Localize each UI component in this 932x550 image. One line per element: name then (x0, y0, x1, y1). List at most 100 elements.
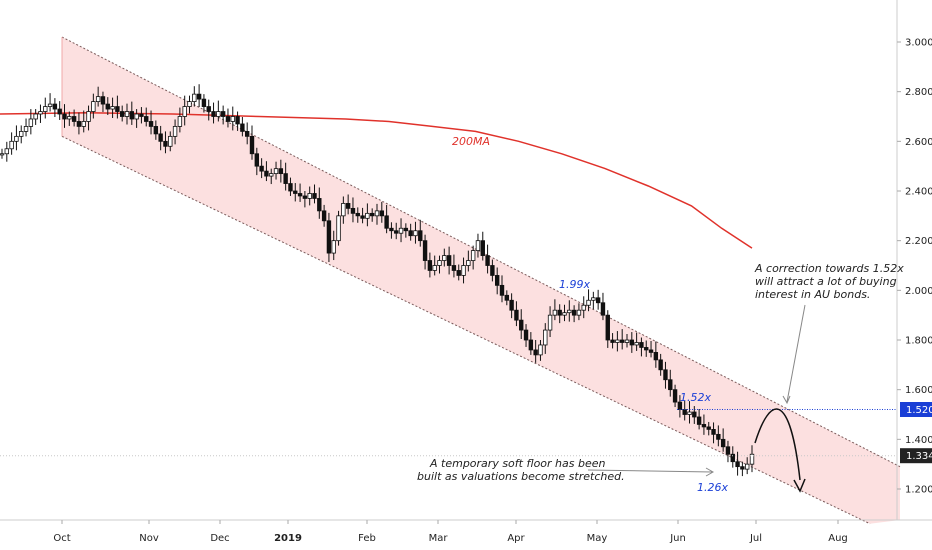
candle (91, 93, 96, 119)
candle-body-up (398, 227, 404, 234)
candle-body-up (307, 193, 312, 199)
candle-body-up (538, 344, 543, 356)
candle-body-up (341, 203, 346, 217)
candle (76, 112, 82, 135)
candle (134, 109, 139, 128)
candle (67, 111, 72, 126)
candle-body-up (110, 106, 115, 110)
candle-body-up (331, 240, 336, 254)
candle-body-down (225, 116, 231, 122)
channel-upper-line (61, 36, 901, 468)
candle-body-up (586, 299, 591, 306)
candle-body-down (379, 210, 385, 217)
candle-body-down (100, 96, 106, 105)
candle-body-down (153, 126, 159, 135)
candle (557, 304, 562, 324)
candle-body-down (264, 170, 269, 177)
x-tick-label: Oct (53, 533, 70, 544)
candle-body-down (619, 339, 625, 343)
candle (648, 340, 654, 358)
candle (119, 105, 125, 122)
candle (610, 333, 615, 349)
candle (432, 255, 437, 276)
candle (168, 131, 173, 152)
x-tick-label: Nov (139, 533, 159, 544)
candle-body-up (687, 411, 692, 415)
candle (244, 122, 250, 145)
candle (105, 97, 110, 116)
candle (523, 324, 529, 347)
candle-body-down (682, 409, 687, 415)
candle (317, 187, 322, 219)
candle (533, 340, 538, 363)
y-tick-label: 2.600 (905, 137, 932, 148)
candle (264, 161, 269, 182)
candle (466, 250, 471, 272)
candle (543, 323, 548, 354)
candle-body-down (533, 349, 538, 356)
candle (619, 329, 625, 350)
candle-body-up (567, 309, 572, 314)
candle-body-down (504, 294, 510, 301)
candle-body-down (528, 339, 534, 351)
candle-body-up (91, 101, 96, 112)
candle (418, 219, 423, 247)
candle-body-up (19, 130, 24, 137)
candle (413, 221, 418, 244)
candle-body-up (744, 463, 750, 470)
candle-body-down (692, 411, 697, 418)
floor-annotation: 1.26x (697, 481, 728, 494)
downtrend-channel (61, 36, 901, 525)
candle (451, 254, 457, 278)
candle (153, 120, 159, 140)
candle-body-down (480, 240, 485, 256)
candle-body-down (394, 230, 399, 234)
target-price-tag-label: 1.520 (906, 405, 932, 416)
candle-body-up (336, 215, 341, 242)
y-tick-label: 2.200 (905, 236, 932, 247)
candle (14, 125, 19, 151)
y-tick-label: 2.800 (905, 87, 932, 98)
candle-body-down (62, 113, 67, 120)
candle (379, 201, 385, 223)
candle-body-up (624, 339, 630, 343)
candle-body-down (595, 297, 601, 304)
candle-body-down (71, 116, 77, 122)
candle (302, 191, 308, 208)
candle (475, 233, 481, 258)
candle-body-up (269, 173, 274, 177)
last-price-tag (900, 448, 932, 464)
candle (177, 107, 183, 133)
candle-body-down (494, 275, 500, 286)
candle-body-down (639, 342, 644, 348)
candle-body-up (432, 265, 437, 271)
candle-body-up (67, 116, 72, 120)
candle (341, 196, 346, 224)
candle-body-down (139, 113, 144, 117)
candle (576, 303, 582, 321)
correction-pointer (786, 304, 806, 403)
candle (716, 425, 721, 447)
candle-body-down (610, 339, 615, 343)
channel-lower-line (61, 135, 871, 525)
candle (249, 125, 255, 160)
candle (158, 125, 163, 151)
candle-body-up (134, 113, 139, 120)
candle (427, 252, 433, 278)
candle (225, 108, 231, 128)
last-price-tag-label: 1.334 (906, 451, 932, 462)
candle-body-up (0, 153, 5, 156)
correction-note-line1: A correction towards 1.52x (754, 262, 904, 275)
candle (321, 204, 327, 227)
candle (571, 305, 577, 323)
candle (62, 104, 67, 128)
candle-body-down (105, 103, 110, 110)
candle (71, 109, 77, 127)
candle-body-down (668, 379, 673, 391)
candle (490, 259, 495, 282)
candle (740, 461, 745, 477)
candle (43, 97, 48, 119)
candle (297, 183, 303, 202)
peak-annotation: 1.99x (559, 278, 590, 291)
candle (86, 105, 91, 131)
